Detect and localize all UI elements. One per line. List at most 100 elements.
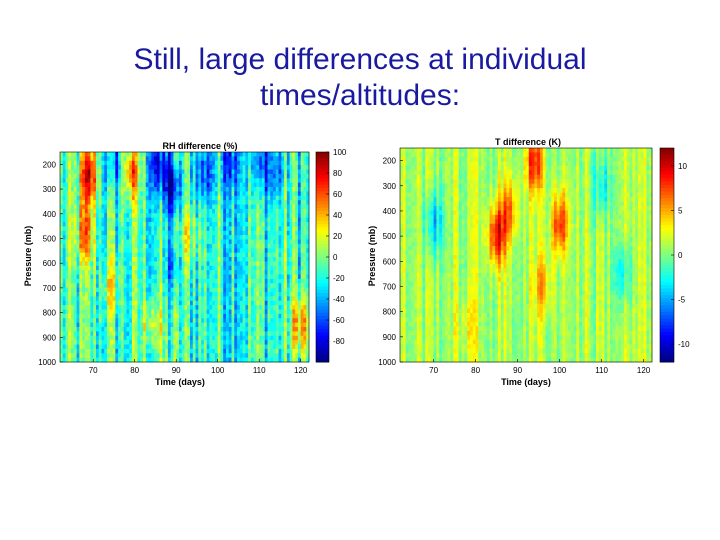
heatmap-cell	[84, 270, 89, 275]
heatmap-cell	[275, 344, 279, 350]
heatmap-cell	[425, 201, 429, 207]
heatmap-cell	[289, 156, 293, 162]
heatmap-cell	[115, 208, 119, 214]
heatmap-cell	[226, 187, 230, 192]
heatmap-cell	[231, 265, 235, 271]
heatmap-cell	[178, 217, 183, 223]
heatmap-cell	[151, 230, 155, 236]
heatmap-cell	[239, 213, 243, 219]
heatmap-cell	[297, 213, 302, 219]
heatmap-cell	[118, 313, 122, 319]
heatmap-cell	[131, 178, 136, 184]
heatmap-cell	[300, 283, 304, 289]
heatmap-cell	[425, 304, 429, 309]
heatmap-cell	[90, 204, 94, 210]
heatmap-cell	[264, 165, 268, 170]
heatmap-cell	[203, 156, 208, 162]
heatmap-cell	[95, 348, 100, 354]
heatmap-cell	[223, 173, 227, 179]
heatmap-cell	[104, 156, 108, 162]
heatmap-cell	[62, 344, 66, 350]
heatmap-cell	[275, 235, 279, 240]
heatmap-cell	[60, 309, 64, 315]
heatmap-cell	[190, 239, 194, 245]
heatmap-cell	[212, 357, 216, 363]
heatmap-cell	[275, 195, 279, 201]
heatmap-cell	[300, 296, 304, 302]
heatmap-cell	[234, 226, 238, 232]
heatmap-cell	[195, 208, 199, 214]
heatmap-cell	[181, 230, 185, 236]
heatmap-cell	[107, 287, 111, 293]
heatmap-cell	[259, 243, 263, 249]
heatmap-cell	[297, 178, 302, 184]
heatmap-cell	[226, 331, 230, 337]
heatmap-cell	[107, 152, 111, 157]
heatmap-cell	[181, 344, 185, 350]
heatmap-cell	[178, 292, 183, 297]
heatmap-cell	[173, 327, 177, 332]
heatmap-cell	[206, 318, 210, 324]
heatmap-cell	[198, 248, 202, 254]
heatmap-cell	[231, 283, 235, 289]
heatmap-cell	[181, 296, 185, 302]
heatmap-cell	[145, 344, 149, 350]
heatmap-cell	[214, 160, 219, 166]
heatmap-cell	[173, 169, 177, 175]
heatmap-cell	[416, 304, 420, 309]
heatmap-cell	[408, 281, 412, 287]
heatmap-cell	[425, 335, 429, 341]
heatmap-cell	[65, 173, 69, 179]
heatmap-cell	[95, 327, 100, 332]
heatmap-cell	[273, 230, 277, 236]
heatmap-cell	[284, 261, 288, 267]
heatmap-cell	[98, 243, 102, 249]
heatmap-cell	[109, 182, 113, 188]
heatmap-cell	[245, 287, 249, 293]
heatmap-cell	[226, 173, 230, 179]
heatmap-cell	[295, 173, 299, 179]
heatmap-cell	[253, 182, 257, 188]
heatmap-cell	[430, 183, 434, 189]
heatmap-cell	[181, 309, 185, 315]
heatmap-cell	[405, 335, 409, 341]
heatmap-cell	[245, 300, 249, 306]
heatmap-cell	[256, 309, 260, 315]
heatmap-cell	[90, 178, 94, 184]
heatmap-cell	[278, 191, 282, 197]
heatmap-cell	[295, 318, 299, 324]
heatmap-cell	[143, 235, 147, 240]
heatmap-cell	[203, 243, 208, 249]
heatmap-cell	[402, 344, 406, 350]
heatmap-cell	[245, 165, 249, 170]
heatmap-cell	[65, 191, 69, 197]
heatmap-cell	[220, 335, 224, 341]
heatmap-cell	[248, 243, 252, 249]
heatmap-cell	[129, 274, 133, 280]
heatmap-cell	[65, 230, 69, 236]
heatmap-cell	[90, 156, 94, 162]
heatmap-cell	[178, 348, 183, 354]
heatmap-cell	[267, 248, 271, 254]
heatmap-cell	[143, 292, 147, 297]
heatmap-cell	[259, 165, 263, 170]
heatmap-cell	[170, 213, 174, 219]
heatmap-cell	[176, 200, 180, 205]
heatmap-cell	[201, 239, 205, 245]
heatmap-cell	[65, 248, 69, 254]
heatmap-cell	[73, 353, 77, 359]
heatmap-cell	[286, 278, 291, 284]
heatmap-cell	[295, 239, 299, 245]
heatmap-cell	[284, 305, 288, 310]
heatmap-cell	[123, 235, 127, 240]
heatmap-cell	[162, 296, 166, 302]
heatmap-cell	[281, 296, 285, 302]
heatmap-cell	[231, 344, 235, 350]
heatmap-cell	[273, 309, 277, 315]
heatmap-cell	[408, 192, 412, 198]
heatmap-cell	[134, 230, 138, 236]
heatmap-cell	[159, 152, 163, 157]
heatmap-cell	[131, 261, 136, 267]
heatmap-cell	[156, 204, 160, 210]
heatmap-cell	[148, 322, 152, 328]
